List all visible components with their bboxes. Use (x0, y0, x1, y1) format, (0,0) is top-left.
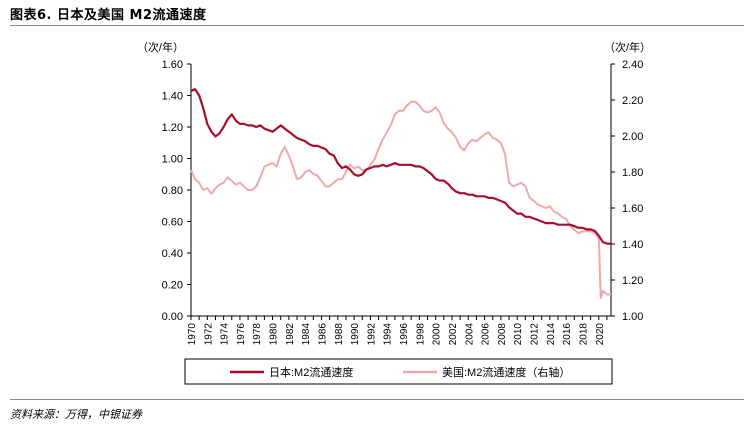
top-rule (10, 25, 744, 26)
x-tick-label: 1986 (317, 323, 328, 346)
x-tick-label: 2010 (513, 323, 524, 346)
x-tick-label: 2004 (464, 323, 475, 346)
x-tick-label: 1988 (334, 323, 345, 346)
japan-m2-velocity-line (190, 88, 611, 245)
right-tick-label: 1.60 (622, 203, 643, 215)
left-tick-label: 1.60 (162, 59, 183, 71)
x-tick-label: 1990 (350, 323, 361, 346)
us-m2-velocity-line (190, 100, 611, 299)
x-tick-label: 2002 (448, 323, 459, 346)
x-tick-label: 1996 (399, 323, 410, 346)
right-tick-label: 2.00 (622, 131, 643, 143)
x-tick-label: 2014 (546, 323, 557, 346)
bottom-rule (10, 399, 744, 400)
left-axis-unit: （次/年） (137, 40, 184, 54)
left-tick-label: 0.60 (162, 217, 183, 229)
x-tick-label: 2000 (432, 323, 443, 346)
right-tick-label: 2.20 (622, 95, 643, 107)
x-tick-label: 1984 (301, 323, 312, 346)
x-tick-label: 1982 (285, 323, 296, 346)
x-tick-label: 2006 (481, 323, 492, 346)
left-tick-label: 0.00 (162, 311, 183, 323)
x-tick-label: 1980 (269, 323, 280, 346)
source-note: 资料来源：万得，中银证券 (10, 408, 142, 421)
left-tick-label: 0.80 (162, 185, 183, 197)
x-tick-label: 1974 (220, 323, 231, 346)
x-tick-label: 1976 (236, 323, 247, 346)
right-tick-label: 1.20 (622, 275, 643, 287)
left-tick-label: 1.00 (162, 154, 183, 166)
x-tick-label: 2018 (578, 323, 589, 346)
right-tick-label: 1.80 (622, 167, 643, 179)
x-tick-label: 1972 (203, 323, 214, 346)
x-tick-label: 1970 (187, 323, 198, 346)
left-tick-label: 0.20 (162, 280, 183, 292)
legend-label: 日本:M2流通速度 (269, 365, 353, 379)
x-tick-label: 2012 (530, 323, 541, 346)
right-tick-label: 2.40 (622, 59, 643, 71)
legend-label: 美国:M2流通速度（右轴） (442, 365, 570, 379)
right-tick-label: 1.00 (622, 311, 643, 323)
left-tick-label: 1.40 (162, 91, 183, 103)
right-axis-unit: （次/年） (604, 40, 651, 54)
x-tick-label: 2016 (562, 323, 573, 346)
right-tick-label: 1.40 (622, 239, 643, 251)
left-tick-label: 1.20 (162, 122, 183, 134)
x-tick-label: 1992 (366, 323, 377, 346)
x-tick-label: 2020 (595, 323, 606, 346)
x-tick-label: 1998 (415, 323, 426, 346)
legend: 日本:M2流通速度 美国:M2流通速度（右轴） (184, 358, 613, 385)
x-tick-label: 1978 (252, 323, 263, 346)
x-tick-label: 2008 (497, 323, 508, 346)
left-tick-label: 0.40 (162, 248, 183, 260)
figure-title: 图表6. 日本及美国 M2流通速度 (10, 8, 207, 23)
x-tick-label: 1994 (383, 323, 394, 346)
